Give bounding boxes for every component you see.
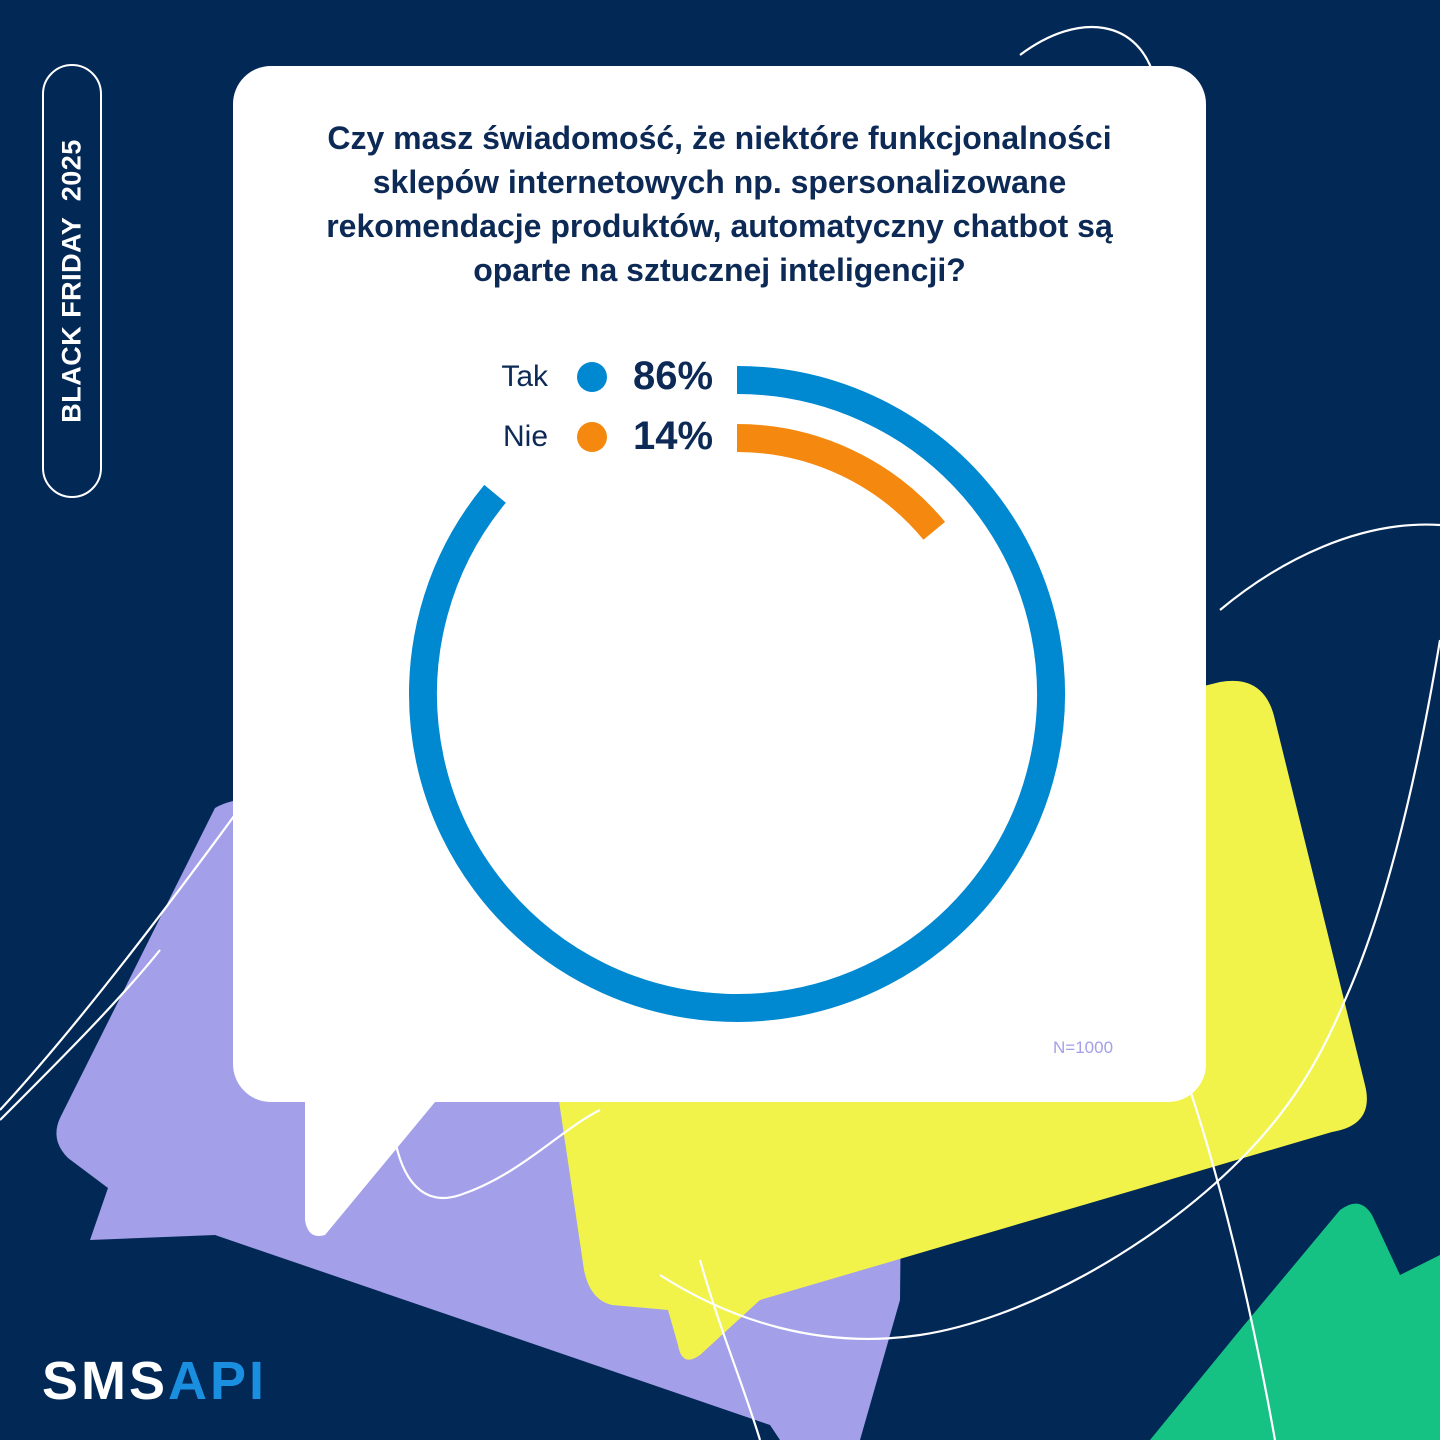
sample-size-note: N=1000	[1053, 1038, 1114, 1057]
legend-dot-tak	[577, 362, 607, 392]
legend-label-tak: Tak	[501, 360, 548, 393]
logo-sms-part: SMS	[42, 1351, 169, 1411]
logo-api-part: API	[168, 1351, 268, 1411]
legend-value-nie: 14%	[633, 414, 714, 458]
radial-bar-chart	[409, 366, 1065, 1022]
side-badge: BLACK FRIDAY 2025	[42, 64, 102, 498]
legend-label-nie: Nie	[502, 420, 548, 453]
smsapi-logo: SMSAPI	[42, 1350, 267, 1412]
question-card: Czy masz świadomość, że niektóre funkcjo…	[233, 66, 1206, 1102]
legend-dot-nie	[577, 422, 607, 452]
green-shape	[1150, 1203, 1440, 1440]
question-text: Czy masz świadomość, że niektóre funkcjo…	[326, 120, 1113, 288]
card-bubble-tail	[305, 1090, 445, 1236]
side-badge-text: BLACK FRIDAY 2025	[56, 139, 87, 423]
radial-bar-tak	[409, 366, 1065, 1022]
legend-value-tak: 86%	[633, 354, 714, 398]
radial-bar-nie	[736, 424, 946, 540]
